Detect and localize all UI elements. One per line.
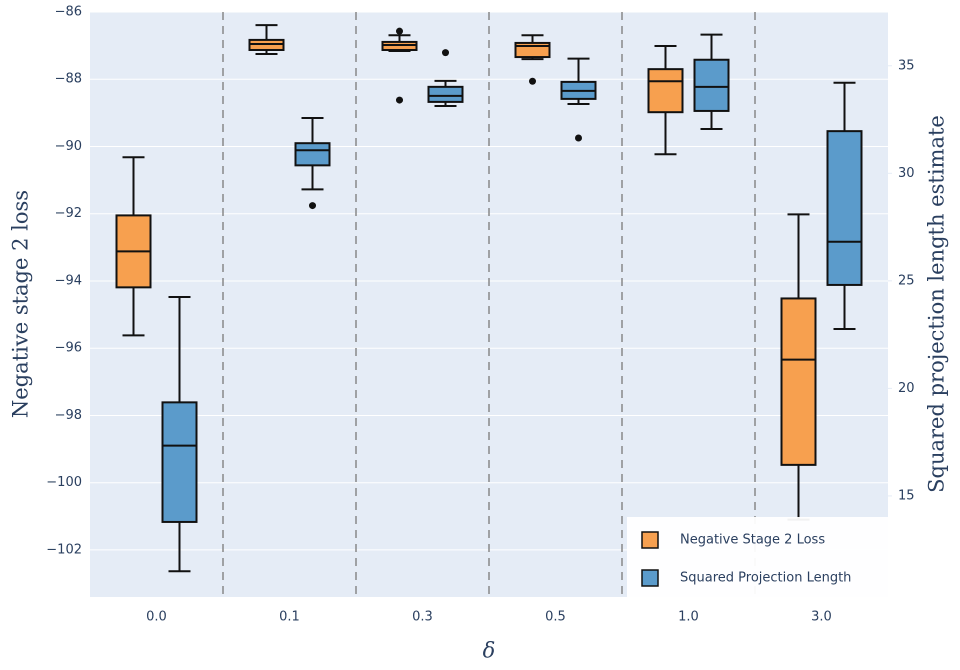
y2-tick-label: 20 <box>898 381 915 396</box>
plot-background <box>90 12 888 597</box>
y-tick-label: −96 <box>55 341 82 356</box>
whisker <box>654 44 677 156</box>
box <box>826 130 863 286</box>
x-tick-label: 0.0 <box>146 610 167 625</box>
y2-tick-label: 15 <box>898 488 915 503</box>
legend-label: Negative Stage 2 Loss <box>680 533 825 548</box>
x-tick-label: 0.1 <box>279 610 300 625</box>
whisker <box>434 79 457 107</box>
box <box>161 401 198 523</box>
box <box>294 142 331 167</box>
y-tick-label: −94 <box>55 273 82 288</box>
y2-tick-label: 35 <box>898 58 915 73</box>
whisker <box>787 213 810 521</box>
box <box>427 85 464 103</box>
whisker <box>567 57 590 106</box>
y-tick-label: −92 <box>55 206 82 221</box>
x-axis-title: δ <box>483 639 496 663</box>
y2-axis-title: Squared projection length estimate <box>925 115 949 493</box>
box <box>647 68 684 114</box>
whisker <box>521 34 544 61</box>
y-tick-label: −88 <box>55 72 82 87</box>
y-tick-label: −90 <box>55 139 82 154</box>
box <box>248 38 285 51</box>
y-tick-label: −98 <box>55 408 82 423</box>
y-axis-title: Negative stage 2 loss <box>9 190 33 418</box>
legend-label: Squared Projection Length <box>680 571 851 586</box>
outlier <box>442 49 449 57</box>
y2-tick-label: 25 <box>898 273 915 288</box>
y-tick-label: −86 <box>55 5 82 20</box>
y-tick-label: −102 <box>46 542 82 557</box>
whisker <box>168 295 191 573</box>
whisker <box>255 24 278 56</box>
legend-swatch <box>641 531 659 549</box>
legend-swatch <box>641 569 659 587</box>
box <box>381 40 418 51</box>
y-tick-label: −100 <box>46 475 82 490</box>
box <box>693 58 730 112</box>
x-tick-label: 1.0 <box>678 610 699 625</box>
whisker <box>833 81 856 331</box>
whisker <box>700 33 723 130</box>
outlier <box>575 134 582 142</box>
x-tick-label: 0.5 <box>545 610 566 625</box>
y2-tick-label: 30 <box>898 166 915 181</box>
box <box>780 297 817 466</box>
whisker <box>122 156 145 337</box>
outlier <box>396 27 403 35</box>
whisker <box>301 117 324 191</box>
outlier <box>309 202 316 210</box>
outlier <box>529 77 536 85</box>
x-tick-label: 3.0 <box>811 610 832 625</box>
x-tick-label: 0.3 <box>412 610 433 625</box>
outlier <box>396 96 403 104</box>
legend-box <box>627 517 888 597</box>
